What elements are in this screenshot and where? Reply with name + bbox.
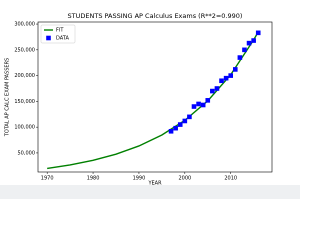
data-point [187, 114, 192, 120]
data-point [255, 30, 261, 36]
page: STUDENTS PASSING AP Calculus Exams (R**2… [0, 12, 300, 199]
chart: STUDENTS PASSING AP Calculus Exams (R**2… [0, 12, 300, 199]
data-point [232, 67, 238, 72]
data-point [168, 128, 174, 134]
data-point [246, 40, 252, 46]
x-tick-label: 1990 [133, 176, 146, 182]
chart-title: STUDENTS PASSING AP Calculus Exams (R**2… [68, 12, 243, 20]
x-tick-label: 2000 [178, 176, 191, 182]
footer-strip [0, 185, 300, 199]
x-tick-label: 1970 [41, 176, 54, 182]
data-point [177, 122, 183, 127]
data-point [196, 101, 201, 107]
data-point [251, 38, 256, 43]
y-axis-label: TOTAL AP CALC EXAM PASSERS [5, 58, 11, 137]
legend-swatch [46, 35, 51, 41]
data-point [210, 88, 215, 94]
data-point [173, 125, 178, 131]
data-point [214, 86, 220, 91]
data-point [237, 55, 243, 60]
x-tick-label: 2010 [224, 176, 237, 182]
data-point [228, 73, 234, 78]
y-tick-label: 300,000 [14, 22, 35, 28]
data-point [191, 104, 197, 109]
y-tick-label: 100,000 [14, 125, 35, 131]
y-tick-label: 250,000 [14, 47, 35, 53]
data-point [242, 47, 247, 53]
x-tick-label: 1980 [87, 176, 100, 182]
legend-label: DATA [56, 36, 69, 42]
y-tick-label: 200,000 [14, 73, 35, 79]
legend-label: FIT [56, 28, 64, 34]
plot-frame [37, 21, 273, 173]
data-point [223, 75, 229, 81]
data-point [219, 78, 224, 84]
data-point [205, 98, 211, 103]
data-point [200, 102, 206, 108]
data-point [182, 118, 188, 124]
y-tick-label: 50,000 [18, 150, 36, 156]
x-axis-label: YEAR [147, 181, 162, 187]
fit-line [47, 31, 259, 170]
y-tick-label: 150,000 [14, 99, 35, 105]
